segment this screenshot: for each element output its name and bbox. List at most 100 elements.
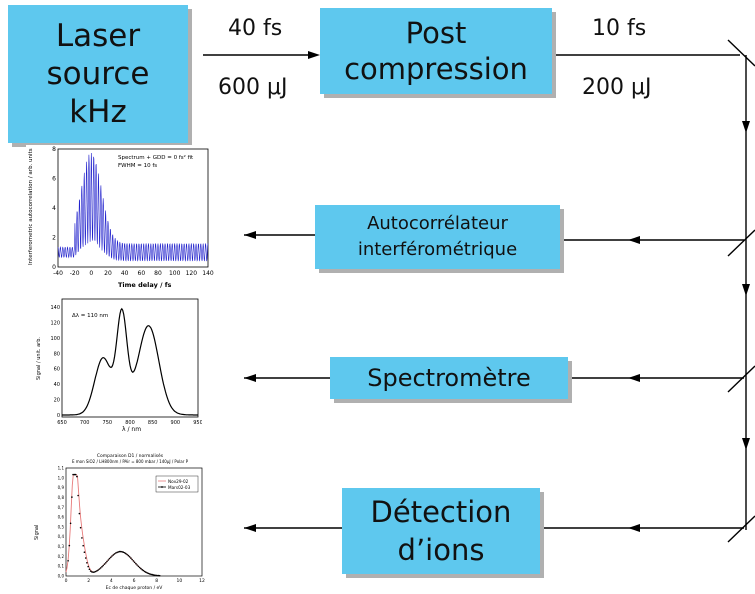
ion-data-point — [83, 551, 86, 553]
ion-data-point — [87, 565, 89, 568]
ion-data-point — [111, 555, 113, 557]
ion-ytick: 0,8 — [58, 495, 65, 500]
autocorrelator-label: Autocorrélateur interférométrique — [357, 213, 518, 260]
laser-source-box: Laser source kHz — [8, 5, 188, 143]
ion-data-point — [126, 553, 128, 556]
ion-trace-nov — [65, 474, 161, 577]
autocorr-xtick: 40 — [121, 270, 129, 277]
ion-data-point — [128, 556, 131, 558]
ion-data-point — [103, 563, 106, 565]
ion-data-point — [78, 512, 81, 515]
autocorr-xtick: 60 — [138, 270, 146, 277]
ion-data-point — [115, 552, 117, 554]
ion-data-point — [82, 544, 84, 547]
laser-source-label: Laser source kHz — [46, 18, 150, 130]
beam2-energy: 200 μJ — [582, 75, 652, 100]
ion-data-point — [117, 551, 120, 553]
ion-data-point — [151, 573, 153, 576]
ion-ytick: 0,2 — [58, 554, 65, 559]
autocorr-annotation-2: FWHM = 10 fs — [118, 163, 157, 169]
ion-data-point — [69, 522, 72, 525]
ion-data-point — [71, 496, 73, 498]
ion-data-point — [76, 475, 78, 478]
mirror-3 — [727, 365, 755, 393]
ion-data-point — [101, 565, 103, 568]
post-compression-box: Post compression — [320, 8, 552, 94]
ion-xtick: 4 — [110, 578, 113, 584]
autocorr-ylabel: Interferometric autocorrelation / arb. u… — [28, 148, 34, 265]
ion-ylabel: Signal — [34, 525, 40, 540]
ion-data-point — [97, 569, 99, 571]
ion-data-point — [92, 571, 94, 573]
ion-data-point — [142, 569, 145, 572]
ion-data-point — [81, 537, 83, 539]
ion-ytick: 0,5 — [58, 524, 65, 529]
ion-data-point — [89, 570, 92, 572]
spectrum-ytick: 140 — [50, 305, 60, 311]
spectrum-ytick: 0 — [57, 413, 60, 419]
spectrum-ytick: 100 — [50, 336, 60, 342]
ion-data-point — [121, 551, 123, 553]
ion-data-point — [107, 559, 110, 561]
mirror-2 — [727, 229, 755, 257]
ion-legend-2: Mars02-03 — [168, 485, 191, 490]
spectrum-xtick: 800 — [125, 420, 135, 426]
spectrum-ylabel: Signal / unit. arb. — [36, 337, 42, 380]
ion-data-point — [68, 544, 71, 547]
ion-xtick: 0 — [65, 578, 68, 584]
ion-data-point — [153, 574, 156, 576]
ion-data-point — [135, 562, 137, 565]
autocorrelation-plot: Interferometric autocorrelation / arb. u… — [26, 145, 216, 290]
spectrum-xlabel: λ / nm — [122, 426, 141, 433]
ion-data-point — [155, 574, 157, 577]
spectrum-ytick: 80 — [54, 351, 60, 357]
autocorr-ytick: 0 — [52, 264, 56, 271]
ion-data-point — [67, 560, 69, 562]
ion-data-point — [77, 494, 79, 497]
ion-ytick: 0,7 — [58, 505, 65, 510]
autocorr-xtick: 100 — [169, 270, 181, 277]
spectrum-xtick: 650 — [57, 420, 67, 426]
beam1-energy: 600 μJ — [218, 75, 288, 100]
ion-data-point — [108, 557, 111, 560]
spectrum-trace — [62, 307, 198, 416]
ion-data-point — [141, 568, 143, 571]
autocorr-annotation-1: Spectrum + GDD = 0 fs² fit — [118, 154, 194, 161]
ion-ytick: 0,4 — [58, 534, 65, 539]
beam1-duration: 40 fs — [228, 16, 283, 41]
ion-data-point — [116, 551, 118, 554]
ion-detection-box: Détection d’ions — [342, 488, 540, 574]
ion-ytick: 1,0 — [58, 475, 65, 480]
ion-legend-1: Nov29-02 — [168, 479, 189, 484]
ion-data-point — [102, 564, 104, 567]
ion-data-point — [120, 550, 122, 553]
ion-xtick: 8 — [155, 578, 158, 584]
autocorr-xtick: 140 — [202, 270, 214, 277]
ion-data-point — [123, 552, 126, 554]
beam2-duration: 10 fs — [592, 16, 647, 41]
spectrum-xtick: 900 — [171, 420, 181, 426]
ion-data-point — [157, 574, 160, 577]
spectrum-ytick: 120 — [50, 320, 60, 326]
ion-xtick: 6 — [133, 578, 136, 584]
ion-data-point — [94, 570, 97, 573]
ion-data-point — [125, 552, 127, 555]
ion-data-point — [93, 571, 96, 573]
ion-ytick: 0,3 — [58, 544, 65, 549]
ion-data-point — [74, 473, 77, 476]
spectrum-xtick: 950 — [193, 420, 202, 426]
ion-data-point — [152, 574, 155, 576]
spectrum-plot: Signal / unit. arb. Δλ = 110 nm 650 700 75… — [32, 295, 202, 435]
mirror-4 — [727, 515, 755, 543]
ion-data-point — [133, 561, 136, 564]
autocorrelator-box: Autocorrélateur interférométrique — [315, 205, 560, 269]
ion-data-point — [73, 473, 76, 476]
autocorr-ytick: 2 — [52, 235, 56, 242]
autocorr-ytick: 8 — [52, 146, 56, 153]
ion-data-point — [91, 571, 93, 573]
ion-data-point — [79, 526, 82, 529]
ion-data-point — [143, 570, 146, 573]
ion-data-point — [137, 565, 140, 568]
spectrum-ytick: 60 — [54, 367, 60, 373]
